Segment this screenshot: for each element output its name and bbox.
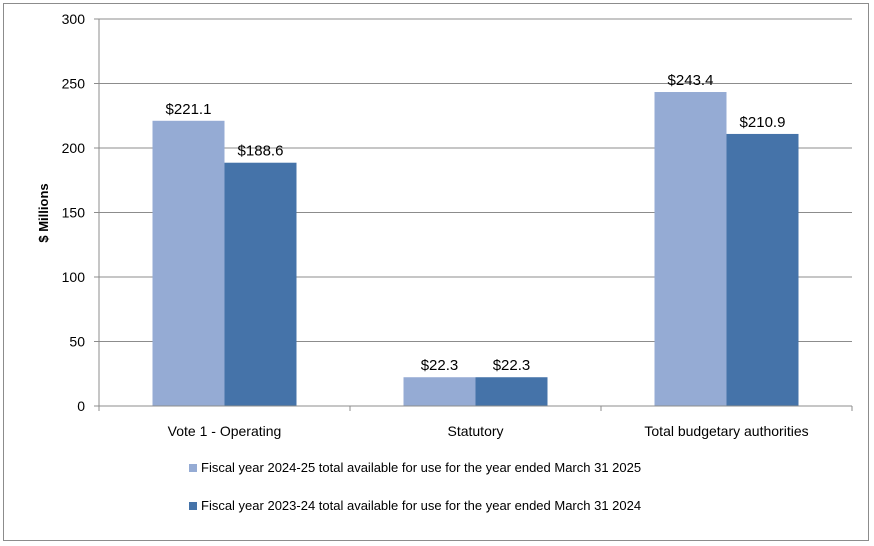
data-labels: $221.1 $188.6 $22.3 $22.3 $243.4 $210.9 (166, 72, 786, 374)
bar-series2 (726, 133, 799, 406)
x-axis-category-labels: Vote 1 - Operating Statutory Total budgeta… (168, 423, 809, 439)
category-label: Statutory (447, 423, 503, 439)
y-tick-label: 150 (62, 205, 86, 221)
y-tick-label: 0 (77, 398, 85, 414)
legend-swatch (189, 502, 197, 510)
legend-label: Fiscal year 2024-25 total available for … (201, 460, 641, 475)
bar-series1 (654, 92, 727, 406)
data-label: $210.9 (740, 114, 786, 131)
legend-swatch (189, 464, 197, 472)
legend-item-series1: Fiscal year 2024-25 total available for … (189, 460, 641, 475)
y-tick-label: 200 (62, 140, 86, 156)
legend-item-series2: Fiscal year 2023-24 total available for … (189, 498, 641, 513)
bar-series1 (152, 120, 225, 406)
y-tick-label: 300 (62, 11, 86, 27)
bars (152, 92, 799, 406)
category-label: Total budgetary authorities (644, 423, 808, 439)
category-label: Vote 1 - Operating (168, 423, 282, 439)
y-axis-tick-labels: 0 50 100 150 200 250 300 (62, 11, 86, 414)
data-label: $221.1 (166, 101, 212, 118)
bar-series1 (403, 377, 476, 406)
y-tick-label: 50 (69, 334, 85, 350)
bar-series2 (475, 377, 548, 406)
bar-series2 (224, 162, 297, 406)
y-tick-label: 250 (62, 76, 86, 92)
y-axis-title: $ Millions (36, 183, 51, 242)
data-label: $243.4 (668, 72, 714, 89)
legend-label: Fiscal year 2023-24 total available for … (201, 498, 641, 513)
data-label: $22.3 (421, 357, 459, 374)
axes (94, 18, 853, 411)
legend: Fiscal year 2024-25 total available for … (189, 460, 641, 513)
data-label: $22.3 (493, 357, 531, 374)
data-label: $188.6 (238, 143, 284, 160)
y-tick-label: 100 (62, 269, 86, 285)
